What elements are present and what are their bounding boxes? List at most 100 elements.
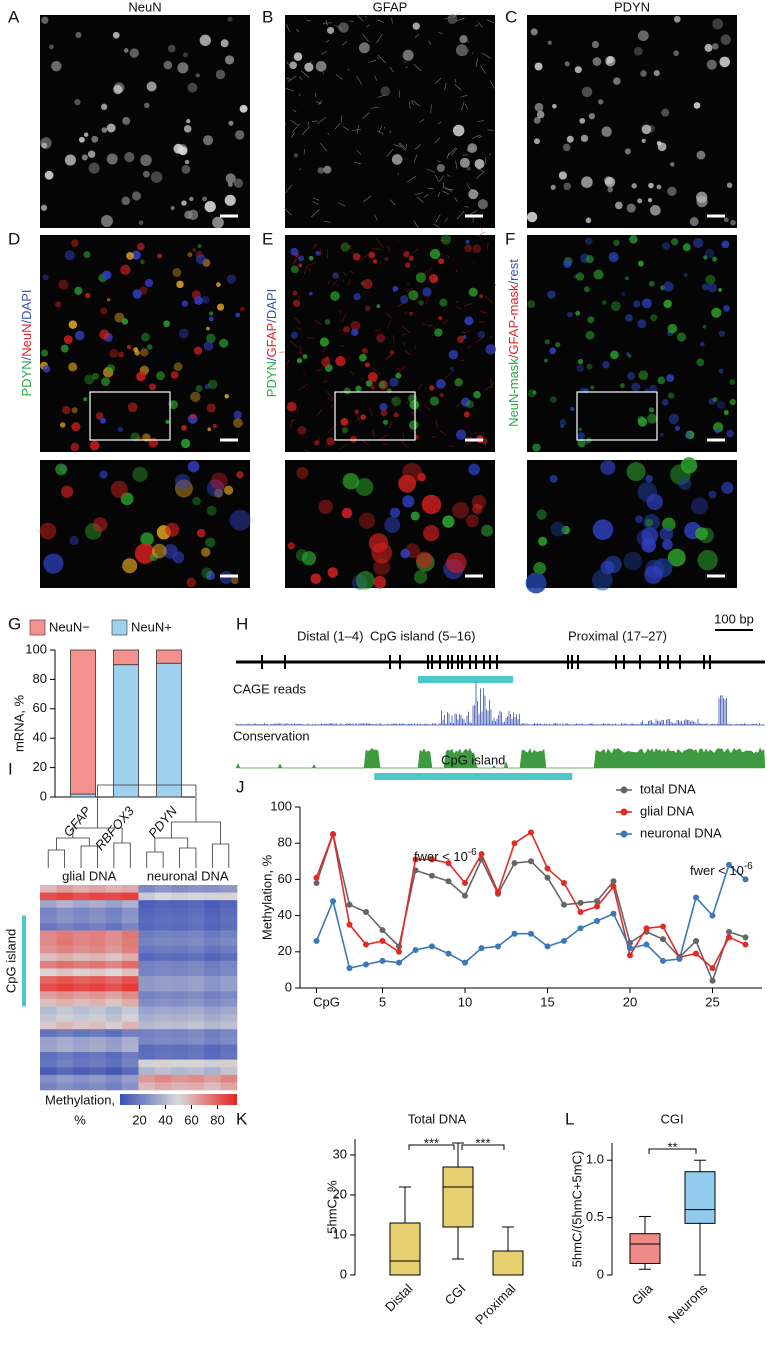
cell: [380, 409, 388, 417]
group-label: neuronal DNA: [147, 868, 229, 883]
heatmap-cell: [105, 907, 123, 916]
fiber: [290, 418, 296, 423]
fiber: [466, 183, 472, 191]
colorbar-tick-label: 40: [158, 1112, 172, 1127]
cell: [210, 472, 228, 490]
heatmap-cell: [187, 1021, 205, 1030]
cell: [610, 350, 619, 360]
heatmap-cell: [40, 1059, 57, 1068]
cell: [726, 182, 733, 188]
cell: [537, 536, 548, 546]
cell: [723, 217, 729, 223]
data-point: [478, 851, 485, 858]
heatmap-cell: [122, 976, 139, 985]
cell: [215, 69, 226, 80]
cell: [624, 148, 631, 155]
cell: [533, 138, 540, 145]
fiber: [362, 33, 369, 42]
cell: [459, 157, 470, 168]
track-label: CAGE reads: [233, 681, 306, 696]
fiber: [462, 154, 469, 156]
fiber: [339, 345, 345, 347]
data-point: [610, 883, 617, 890]
heatmap-cell: [40, 900, 57, 909]
fiber: [303, 265, 308, 275]
cell: [649, 384, 658, 393]
cell: [604, 176, 616, 188]
cell: [637, 417, 648, 427]
cell: [563, 182, 572, 191]
dendrogram: [47, 849, 66, 868]
fiber: [353, 161, 362, 165]
fiber: [489, 80, 495, 89]
heatmap-cell: [40, 1036, 57, 1045]
heatmap-cell: [187, 907, 205, 916]
heatmap-cell: [138, 1029, 156, 1038]
heatmap-cell: [187, 1029, 205, 1038]
cell: [607, 186, 614, 193]
cell: [720, 34, 731, 45]
heatmap-cell: [220, 907, 238, 916]
heatmap-cell: [122, 885, 139, 893]
cell: [100, 215, 113, 228]
heatmap-cell: [204, 1082, 221, 1091]
heatmap-cell: [40, 945, 57, 954]
dendrogram: [97, 784, 197, 828]
heatmap-cell: [204, 1006, 221, 1015]
cell: [293, 152, 299, 158]
heatmap-cell: [122, 1059, 139, 1068]
fiber: [484, 157, 487, 164]
fiber: [347, 278, 351, 286]
cell: [613, 77, 621, 85]
overlay-label-part: PDYN: [19, 360, 34, 396]
heatmap-cell: [138, 907, 156, 916]
bar-segment: [70, 793, 96, 798]
cell: [729, 379, 736, 385]
fiber: [294, 316, 301, 324]
colorbar-tick-label: 20: [132, 1112, 146, 1127]
fiber: [341, 313, 347, 322]
cell: [219, 571, 233, 585]
cell: [355, 478, 374, 496]
cell: [587, 316, 595, 324]
cell: [715, 428, 721, 434]
heatmap-cell: [122, 900, 139, 909]
cell: [704, 248, 715, 259]
heatmap-cell: [105, 1067, 123, 1076]
scale-label: 100 bp: [714, 611, 754, 626]
cell: [439, 392, 444, 398]
fiber: [303, 149, 305, 155]
heatmap-cell: [138, 930, 156, 939]
annotation-text: fwer < 10: [414, 849, 468, 864]
x-tick-label: 10: [458, 994, 472, 1009]
cell: [75, 31, 82, 39]
heatmap-cell: [204, 938, 221, 947]
cell: [181, 200, 187, 206]
data-point: [379, 957, 386, 964]
cell: [301, 551, 317, 566]
heatmap-cell: [40, 1074, 57, 1083]
cell: [186, 118, 191, 124]
cell: [668, 413, 679, 425]
fiber: [490, 381, 495, 388]
heatmap-cell: [204, 1052, 221, 1060]
fiber: [403, 342, 405, 346]
cell: [527, 300, 536, 309]
heatmap-cell: [138, 1006, 156, 1015]
data-point: [478, 945, 485, 952]
heatmap-cell: [56, 1052, 74, 1060]
cell: [201, 296, 210, 304]
heatmap-cell: [72, 953, 90, 962]
cell: [439, 298, 448, 307]
cell: [671, 238, 679, 246]
fiber: [314, 92, 317, 98]
fiber: [326, 390, 334, 400]
dendrogram: [170, 821, 221, 844]
cell: [716, 401, 725, 410]
fiber: [464, 441, 473, 446]
heatmap-cell: [122, 1044, 139, 1053]
heatmap-cell: [122, 998, 139, 1007]
cell: [643, 513, 660, 531]
heatmap-cell: [171, 998, 189, 1007]
cell: [708, 490, 717, 499]
